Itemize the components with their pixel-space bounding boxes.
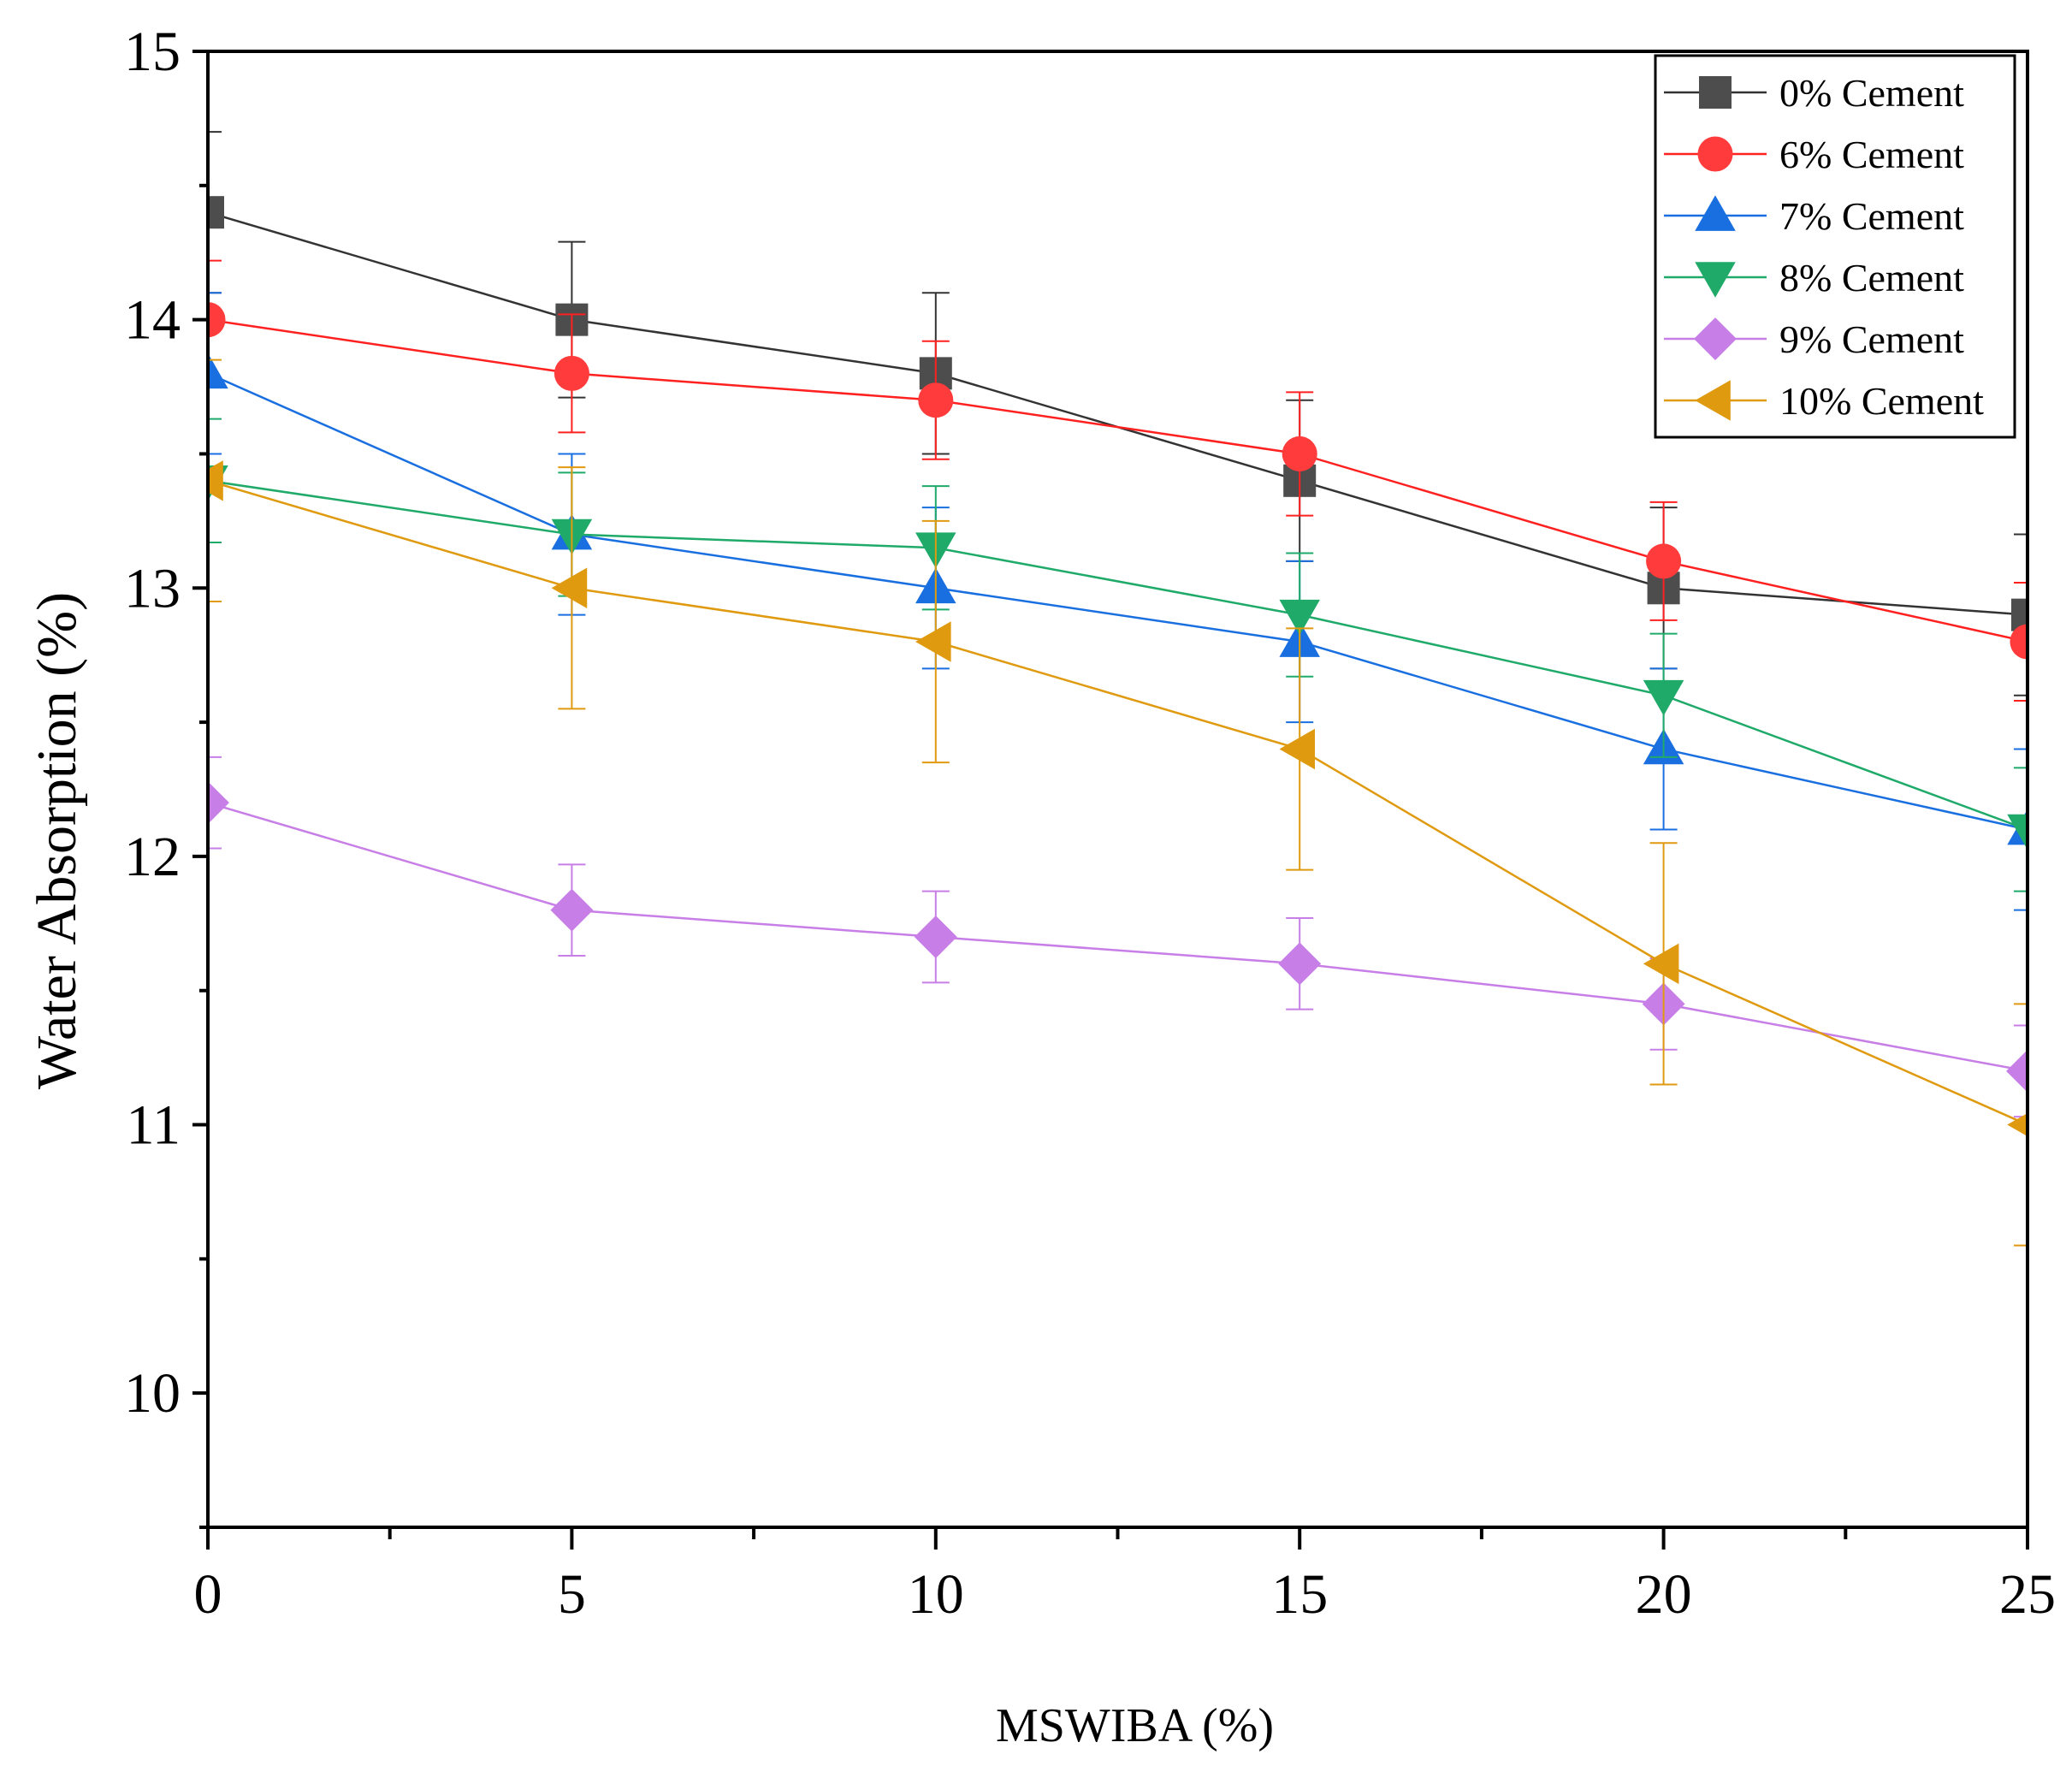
data-point [2007,814,2028,850]
y-tick-label: 13 [124,557,181,619]
legend-marker [1697,136,1733,172]
y-tick-label: 14 [124,289,181,352]
x-tick-label: 20 [1636,1563,1692,1626]
plot-area [208,131,2028,1247]
legend-marker [1695,380,1731,421]
data-point [1646,543,1682,579]
data-point [1282,436,1317,471]
x-axis-label: MSWIBA (%) [996,1699,1274,1752]
data-point [554,355,589,391]
legend: 0% Cement 6% Cement 7% Cement 8% Cement 9% C… [1654,54,2016,439]
y-axis-label: Water Absorption (%) [26,592,88,1089]
legend-label: 7% Cement [1779,194,1964,238]
data-point [2010,624,2028,660]
data-point [918,382,954,418]
x-tick-label: 0 [194,1563,222,1626]
data-point [1643,679,1684,716]
series-line [208,372,2028,831]
x-axis: 0 5 10 15 20 25 [194,1527,2056,1626]
data-point [208,353,228,389]
data-point [1279,599,1320,636]
legend-item: 8% Cement [1664,256,1964,299]
series-line [208,801,2028,1073]
data-point [208,196,224,229]
legend-item: 7% Cement [1664,194,1964,238]
legend-item: 6% Cement [1664,133,1964,176]
legend-label: 8% Cement [1779,256,1964,299]
legend-item: 10% Cement [1664,379,1984,423]
y-tick-label: 11 [126,1094,181,1157]
series-5 [208,359,2028,1247]
legend-label: 9% Cement [1779,317,1964,361]
legend-marker [1695,195,1736,231]
data-point [1278,942,1322,986]
legend-item: 0% Cement [1664,71,1964,115]
x-tick-label: 25 [1999,1563,2056,1626]
series-line [208,479,2028,831]
y-tick-label: 12 [124,826,181,888]
data-point [208,460,223,501]
legend-label: 0% Cement [1779,71,1964,115]
series-1 [208,259,2028,702]
x-tick-label: 15 [1271,1563,1328,1626]
legend-item: 9% Cement [1664,317,1964,361]
x-tick-label: 10 [908,1563,964,1626]
y-axis: 10 11 12 13 14 15 [124,21,208,1529]
data-point [2006,1049,2028,1093]
legend-marker [1699,76,1732,109]
data-point [915,621,951,662]
legend-label: 6% Cement [1779,133,1964,176]
legend-marker [1694,317,1737,360]
data-point [208,302,226,338]
data-point [550,888,594,932]
data-point [2011,598,2028,631]
y-tick-label: 15 [124,21,181,83]
data-point [1643,943,1679,985]
legend-marker [1695,262,1736,298]
x-tick-label: 5 [558,1563,586,1626]
series-line [208,479,2028,1126]
data-point [551,567,588,609]
legend-label: 10% Cement [1779,379,1984,423]
data-point [914,916,957,958]
data-point [1279,728,1316,770]
series-line [208,318,2028,643]
legend-box [1654,54,2016,439]
y-tick-label: 10 [124,1362,181,1425]
data-point [208,781,229,825]
data-point [2007,1112,2028,1137]
